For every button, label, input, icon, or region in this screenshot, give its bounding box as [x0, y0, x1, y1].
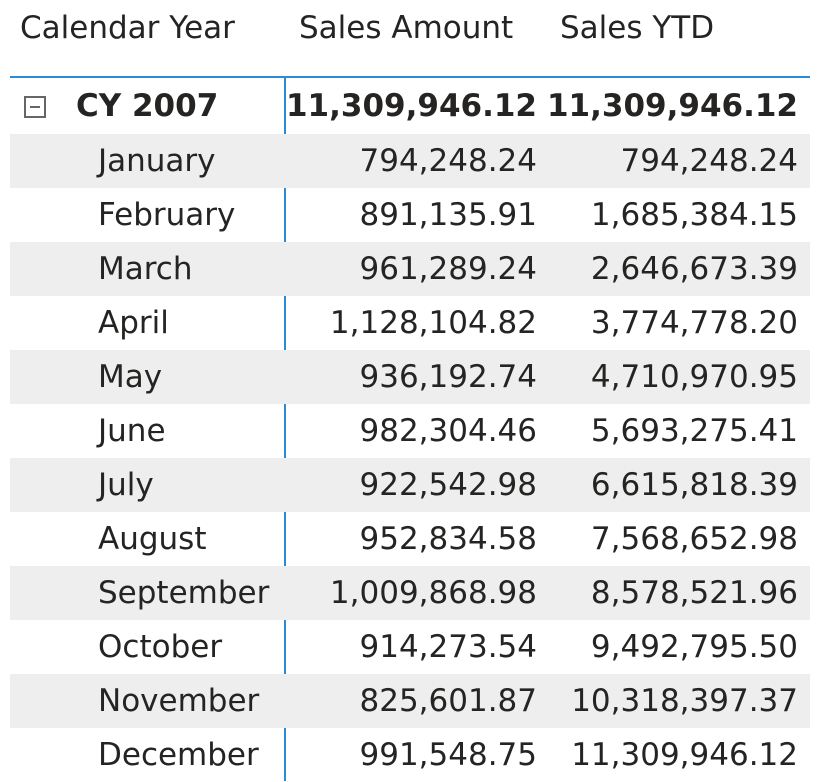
cell-sales-amount: 11,309,946.12: [285, 88, 537, 124]
row-header-month: February: [98, 197, 236, 233]
table-row: September 1,009,868.98 8,578,521.96: [10, 566, 810, 620]
cell-sales-amount: 936,192.74: [359, 359, 538, 395]
cell-sales-amount: 961,289.24: [359, 251, 538, 287]
row-header-year: CY 2007: [76, 88, 219, 124]
row-header-month: August: [98, 521, 207, 557]
cell-sales-ytd: 9,492,795.50: [590, 629, 798, 665]
cell-sales-amount: 825,601.87: [359, 683, 538, 719]
row-header-month: December: [98, 737, 259, 773]
row-header-month: July: [98, 467, 154, 503]
table-row: July 922,542.98 6,615,818.39: [10, 458, 810, 512]
row-header-month: April: [98, 305, 169, 341]
cell-sales-amount: 1,128,104.82: [329, 305, 537, 341]
cell-sales-ytd: 3,774,778.20: [590, 305, 798, 341]
cell-sales-ytd: 11,309,946.12: [546, 88, 798, 124]
cell-sales-ytd: 5,693,275.41: [590, 413, 798, 449]
cell-sales-ytd: 4,710,970.95: [590, 359, 798, 395]
column-header-sales-amount[interactable]: Sales Amount: [299, 10, 514, 46]
row-header-month: June: [98, 413, 166, 449]
cell-sales-amount: 991,548.75: [359, 737, 538, 773]
row-header-month: November: [98, 683, 260, 719]
cell-sales-amount: 891,135.91: [359, 197, 538, 233]
table-row: August 952,834.58 7,568,652.98: [10, 512, 810, 566]
table-row: April 1,128,104.82 3,774,778.20: [10, 296, 810, 350]
row-header-month: May: [98, 359, 163, 395]
table-row-total: CY 2007 11,309,946.12 11,309,946.12: [10, 78, 810, 134]
cell-sales-amount: 794,248.24: [359, 143, 538, 179]
cell-sales-ytd: 6,615,818.39: [590, 467, 798, 503]
cell-sales-ytd: 11,309,946.12: [571, 737, 798, 773]
row-header-month: September: [98, 575, 270, 611]
cell-sales-ytd: 7,568,652.98: [590, 521, 798, 557]
cell-sales-amount: 922,542.98: [359, 467, 538, 503]
table-row: November 825,601.87 10,318,397.37: [10, 674, 810, 728]
row-header-month: October: [98, 629, 223, 665]
cell-sales-amount: 982,304.46: [359, 413, 538, 449]
column-header-sales-ytd[interactable]: Sales YTD: [560, 10, 715, 46]
table-row: June 982,304.46 5,693,275.41: [10, 404, 810, 458]
table-row: March 961,289.24 2,646,673.39: [10, 242, 810, 296]
row-header-divider: [284, 76, 286, 781]
cell-sales-ytd: 10,318,397.37: [571, 683, 798, 719]
table-row: May 936,192.74 4,710,970.95: [10, 350, 810, 404]
cell-sales-amount: 914,273.54: [359, 629, 538, 665]
cell-sales-ytd: 2,646,673.39: [590, 251, 798, 287]
row-header-month: March: [98, 251, 193, 287]
cell-sales-ytd: 1,685,384.15: [590, 197, 798, 233]
row-header-month: January: [98, 143, 216, 179]
cell-sales-amount: 1,009,868.98: [329, 575, 537, 611]
table-row: October 914,273.54 9,492,795.50: [10, 620, 810, 674]
cell-sales-amount: 952,834.58: [359, 521, 538, 557]
matrix-body: CY 2007 11,309,946.12 11,309,946.12 Janu…: [10, 78, 810, 782]
column-header-calendar-year[interactable]: Calendar Year: [20, 10, 235, 46]
cell-sales-ytd: 8,578,521.96: [590, 575, 798, 611]
header-divider: [10, 76, 810, 78]
column-header-row: Calendar Year Sales Amount Sales YTD: [0, 0, 830, 76]
collapse-icon[interactable]: [24, 96, 46, 118]
cell-sales-ytd: 794,248.24: [620, 143, 799, 179]
table-row: December 991,548.75 11,309,946.12: [10, 728, 810, 782]
table-row: January 794,248.24 794,248.24: [10, 134, 810, 188]
table-row: February 891,135.91 1,685,384.15: [10, 188, 810, 242]
